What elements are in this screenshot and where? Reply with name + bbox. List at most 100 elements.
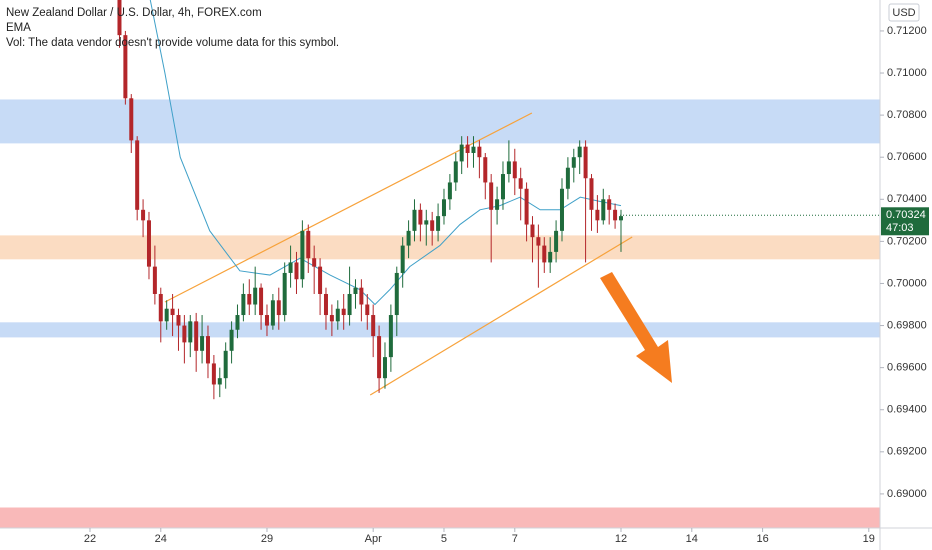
candle-body	[495, 199, 500, 210]
candle-body	[182, 325, 187, 343]
y-tick-label: 0.69400	[887, 404, 927, 416]
candle-body	[518, 178, 523, 189]
candle-body	[170, 308, 175, 316]
candle-body	[536, 237, 541, 246]
zone	[0, 322, 880, 338]
candle-body	[247, 293, 252, 305]
candle-body	[530, 224, 535, 238]
zone	[0, 235, 880, 260]
y-tick-label: 0.71200	[887, 25, 927, 37]
countdown: 47:03	[886, 222, 914, 234]
y-tick-label: 0.70400	[887, 193, 927, 205]
candle-body	[123, 35, 128, 99]
candle-body	[359, 287, 364, 305]
candle-body	[388, 315, 393, 358]
candle-body	[524, 188, 529, 225]
forecast-arrow	[600, 272, 672, 383]
candle-body	[607, 199, 612, 210]
candle-body	[500, 174, 505, 200]
indicator-label: EMA	[6, 22, 31, 34]
candle-body	[264, 315, 269, 326]
currency[interactable]: USD	[892, 7, 915, 19]
candle-body	[453, 161, 458, 183]
candle-body	[347, 293, 352, 316]
candle-body	[400, 245, 405, 273]
y-tick-label: 0.69800	[887, 319, 927, 331]
candle-body	[141, 209, 146, 221]
y-tick-label: 0.70800	[887, 109, 927, 121]
candle-body	[382, 357, 387, 379]
candle-body	[406, 230, 411, 246]
candle-body	[312, 258, 317, 267]
candle-body	[554, 230, 559, 252]
candle-body	[323, 293, 328, 316]
y-tick-label: 0.69600	[887, 362, 927, 374]
y-tick-label: 0.71000	[887, 67, 927, 79]
y-tick-label: 0.69200	[887, 446, 927, 458]
candle-body	[294, 262, 299, 280]
candle-body	[436, 216, 441, 231]
candle-body	[306, 230, 311, 259]
x-tick-label: 22	[84, 533, 96, 545]
candle-body	[371, 315, 376, 337]
y-tick-label: 0.69000	[887, 488, 927, 500]
candle-body	[512, 161, 517, 179]
candle-body	[146, 220, 151, 267]
candle-body	[117, 0, 122, 36]
ema-line	[149, 0, 622, 306]
candle-body	[152, 266, 157, 294]
x-tick-label: 12	[615, 533, 627, 545]
candle-body	[200, 336, 205, 351]
candle-body	[223, 350, 228, 379]
arrow	[600, 272, 672, 383]
candle-body	[318, 266, 323, 294]
last-price-box	[881, 207, 929, 236]
channel-line	[369, 236, 633, 396]
candle-body	[235, 315, 240, 330]
candle-body	[583, 146, 588, 179]
currency-box[interactable]	[888, 3, 920, 22]
last-price-label: 0.70324	[886, 209, 926, 221]
candle-body	[483, 157, 488, 183]
candle-body	[542, 245, 547, 263]
x-tick-label: 19	[863, 533, 875, 545]
candle-body	[577, 146, 582, 158]
x-tick-label: 29	[261, 533, 273, 545]
candle-body	[176, 315, 181, 326]
candle-body	[353, 287, 358, 294]
candle-body	[595, 209, 600, 221]
x-tick-label: 7	[512, 533, 518, 545]
candle-body	[335, 308, 340, 322]
candle-body	[477, 146, 482, 158]
candle-body	[447, 182, 452, 200]
candle-body	[135, 140, 140, 210]
candle-body	[300, 230, 305, 280]
channel-line	[164, 112, 533, 303]
candle-body	[241, 293, 246, 316]
candle-body	[418, 209, 423, 225]
candle-body	[559, 188, 564, 231]
axes: 0.71200 0.71000 0.70800 0.70600 0.70400 0.702…	[84, 25, 929, 545]
candle-body	[288, 262, 293, 273]
candle-body	[129, 98, 134, 141]
candle-body	[282, 272, 287, 316]
candle-body	[465, 144, 470, 153]
candle-body	[276, 300, 281, 316]
candle-body	[565, 167, 570, 189]
chart-title: New Zealand Dollar / U.S. Dollar, 4h, FO…	[6, 7, 262, 19]
candle-body	[229, 329, 234, 351]
candle-body	[589, 178, 594, 210]
candle-body	[259, 287, 264, 316]
candle-body	[365, 304, 370, 316]
zone	[0, 99, 880, 144]
candle-body	[506, 161, 511, 175]
candle-body	[412, 209, 417, 231]
candle-body	[394, 272, 399, 316]
candle-body	[377, 336, 382, 379]
candle-body	[211, 363, 216, 385]
candle-body	[471, 146, 476, 153]
x-tick-label: 24	[155, 533, 167, 545]
zones	[0, 99, 880, 528]
candle-body	[441, 199, 446, 217]
